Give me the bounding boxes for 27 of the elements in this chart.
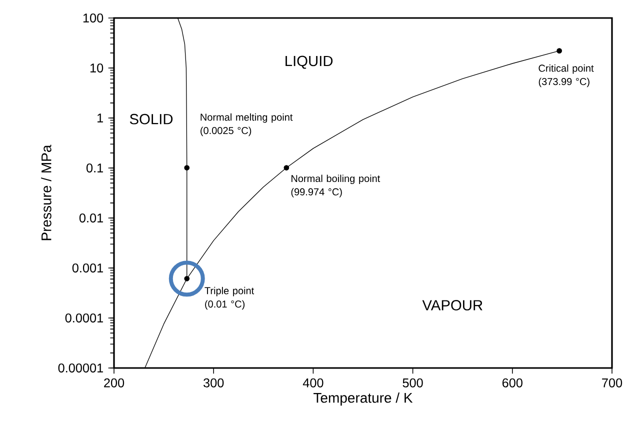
annotation: Critical point (373.99 °C) xyxy=(538,64,594,88)
y-tick-label: 10 xyxy=(90,64,104,72)
x-axis-title: Temperature / K xyxy=(314,392,413,406)
annotation: Normal melting point (0.0025 °C) xyxy=(200,113,293,136)
annotation: SOLID xyxy=(130,114,173,124)
y-tick-label: 1 xyxy=(98,114,103,122)
annotation: VAPOUR xyxy=(422,300,482,310)
y-axis-title: Pressure / MPa xyxy=(41,144,52,240)
x-tick-label: 400 xyxy=(302,378,324,388)
point xyxy=(184,276,190,282)
x-tick-label: 600 xyxy=(502,378,522,388)
y-tick-label: 0.001 xyxy=(72,264,103,272)
point xyxy=(284,165,290,170)
y-tick-label: 100 xyxy=(83,14,104,22)
y-tick-label: 0.0001 xyxy=(65,314,103,322)
y-tick-label: 0.01 xyxy=(79,214,103,222)
annotation: LIQUID xyxy=(286,56,333,69)
x-tick-label: 300 xyxy=(204,378,224,388)
annotation: Triple point (0.01 °C) xyxy=(204,286,254,310)
x-tick-label: 700 xyxy=(602,378,622,388)
x-tick-label: 500 xyxy=(402,378,423,388)
x-tick-label: 200 xyxy=(104,378,124,388)
y-tick-label: 0.1 xyxy=(86,164,103,172)
point xyxy=(184,165,190,170)
point xyxy=(556,48,562,54)
annotation: Normal boiling point (99.974 °C) xyxy=(291,174,380,198)
y-tick-label: 0.00001 xyxy=(58,364,103,372)
